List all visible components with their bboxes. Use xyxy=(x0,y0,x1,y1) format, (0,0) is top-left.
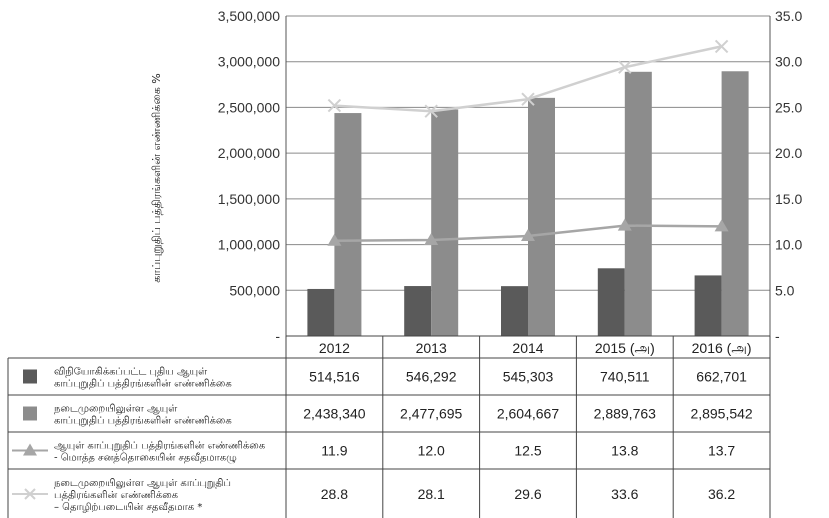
bars xyxy=(307,71,749,337)
bar-2 xyxy=(334,113,362,336)
series-name: காப்புறுதிப் பத்திரங்களின் எண்ணிக்கை xyxy=(54,416,232,427)
data-label: 33.6 xyxy=(611,486,638,502)
data-label: 36.2 xyxy=(708,486,735,502)
data-label: 29.6 xyxy=(514,486,541,502)
y-tick-label-left: 1,000,000 xyxy=(218,237,280,253)
legend-key-2 xyxy=(23,406,37,421)
x-tick-label: 2014 xyxy=(512,340,543,356)
x-tick-label: 2016 (அ) xyxy=(692,340,752,356)
legend-key-3 xyxy=(12,443,48,456)
point-marker-3 xyxy=(424,233,439,245)
data-label: 28.8 xyxy=(321,486,348,502)
data-label: 28.1 xyxy=(418,486,445,502)
bar-1 xyxy=(307,288,335,336)
marker-stroke xyxy=(327,98,342,113)
series-name: நடைமுறையிலுள்ள ஆயுள் xyxy=(54,404,177,415)
marker-stroke xyxy=(618,60,632,74)
x-tick-label: 2015 (அ) xyxy=(595,340,655,356)
data-label: 12.5 xyxy=(514,443,541,459)
data-label: 2,604,667 xyxy=(497,406,559,422)
data-label: 514,516 xyxy=(309,369,360,385)
legend-marker xyxy=(23,443,37,456)
data-label: 2,477,695 xyxy=(400,406,462,422)
bar-2 xyxy=(721,71,749,336)
y-tick-label-right: 30.0 xyxy=(775,54,802,70)
series-name: பத்திரங்களின் எண்ணிக்கை xyxy=(54,490,178,501)
point-marker-3 xyxy=(521,229,535,241)
x-tick-label: 2013 xyxy=(416,340,447,356)
data-label: 13.7 xyxy=(708,443,735,459)
lines xyxy=(327,39,729,246)
series-name: – தொழிற்படையின் சதவீதமாக * xyxy=(54,502,202,513)
series-name: விநியோகிக்கப்பட்ட புதிய ஆயுள் xyxy=(54,367,207,378)
marker-stroke xyxy=(521,92,535,106)
data-label: 11.9 xyxy=(321,443,347,459)
y-tick-label-left: 500,000 xyxy=(229,282,280,298)
series-name: காப்புறுதிப் பத்திரங்களின் எண்ணிக்கை xyxy=(54,379,232,390)
y-tick-label-left: - xyxy=(275,328,280,344)
y-tick-label-right: 25.0 xyxy=(775,99,802,115)
point-marker-4 xyxy=(327,98,342,113)
point-marker-4 xyxy=(714,39,729,54)
point-marker-3 xyxy=(617,218,632,231)
point-marker-3 xyxy=(714,219,729,232)
y-tick-label-right: 35.0 xyxy=(775,8,802,24)
bar-1 xyxy=(597,268,625,336)
data-label: 662,701 xyxy=(696,369,747,385)
data-label: 545,303 xyxy=(503,369,554,385)
axes: - - 500,000 5.0 1,000,000 10.0 1,500,000 15.0 2,… xyxy=(218,8,803,344)
y-tick-label-left: 2,000,000 xyxy=(218,145,280,161)
data-label: 2,438,340 xyxy=(303,406,365,422)
bar-1 xyxy=(404,286,432,336)
bar-2 xyxy=(431,109,459,336)
y-tick-label-right: 15.0 xyxy=(775,191,802,207)
y-tick-label-right: - xyxy=(775,328,780,344)
y-tick-label-right: 10.0 xyxy=(775,237,802,253)
y-tick-label-right: 5.0 xyxy=(775,282,795,298)
data-label: 546,292 xyxy=(406,369,457,385)
series-name: - மொத்த சனத்தொகையின் சதவீதமாகழு xyxy=(54,453,237,464)
legend-marker xyxy=(24,488,36,500)
y-tick-label-left: 3,000,000 xyxy=(218,54,280,70)
marker-stroke xyxy=(424,104,438,118)
bar-2 xyxy=(528,97,555,337)
series-name: ஆயுள் காப்புறுதிப் பத்திரங்களின் எண்ணிக்… xyxy=(54,441,265,452)
point-marker-4 xyxy=(618,60,632,74)
y-tick-label-left: 1,500,000 xyxy=(218,191,280,207)
bar-1 xyxy=(501,286,528,336)
bar-1 xyxy=(694,275,722,336)
data-table: 2012 2013 2014 2015 (அ) 2016 (அ) விநியோகிக்கப… xyxy=(7,335,771,518)
marker-stroke xyxy=(714,39,729,54)
x-tick-label: 2012 xyxy=(319,340,350,356)
data-label: 2,895,542 xyxy=(690,406,752,422)
data-label: 13.8 xyxy=(611,443,638,459)
data-label: 12.0 xyxy=(418,443,445,459)
point-marker-3 xyxy=(327,233,342,246)
y-axis-label: காப்புறுதிப் பத்திரங்களின் எண்ணிக்கை % xyxy=(150,73,163,282)
y-tick-label-right: 20.0 xyxy=(775,145,802,161)
data-label: 2,889,763 xyxy=(594,406,656,422)
point-marker-4 xyxy=(424,104,438,118)
legend-key-4 xyxy=(12,488,48,500)
point-marker-4 xyxy=(521,92,535,106)
y-tick-label-left: 2,500,000 xyxy=(218,99,280,115)
bar-2 xyxy=(624,71,652,337)
series-name: நடைமுறையிலுள்ள ஆயுள் காப்புறுதிப் xyxy=(54,478,231,489)
y-tick-label-left: 3,500,000 xyxy=(218,8,280,24)
legend-key-1 xyxy=(23,369,37,384)
data-label: 740,511 xyxy=(600,369,650,385)
